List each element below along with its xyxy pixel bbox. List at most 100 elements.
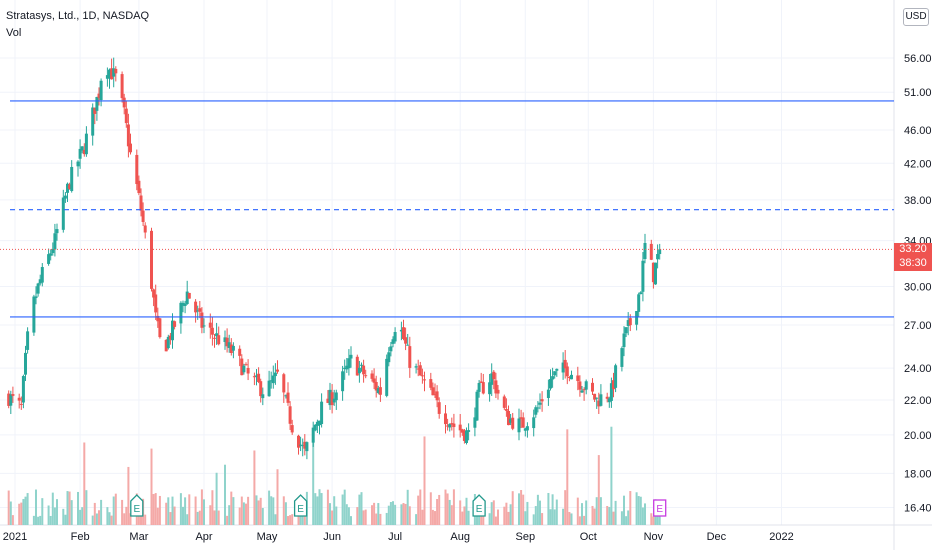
candle-body[interactable]: [55, 229, 59, 234]
candle-body[interactable]: [551, 376, 555, 380]
candle-body[interactable]: [402, 327, 405, 339]
candle-body[interactable]: [387, 352, 391, 363]
candle-body[interactable]: [656, 254, 660, 260]
candle-body[interactable]: [507, 411, 510, 426]
candle-body[interactable]: [389, 346, 393, 352]
candle-body[interactable]: [11, 394, 15, 396]
candle-body[interactable]: [252, 376, 256, 378]
candle-body[interactable]: [32, 296, 36, 333]
candle-body[interactable]: [620, 348, 624, 367]
candle-body[interactable]: [202, 325, 206, 327]
candle-body[interactable]: [624, 327, 628, 334]
candle-body[interactable]: [171, 320, 174, 341]
candle-body[interactable]: [612, 380, 615, 390]
candle-body[interactable]: [318, 420, 321, 426]
candle-body[interactable]: [614, 365, 618, 388]
candle-body[interactable]: [374, 382, 378, 391]
candle-body[interactable]: [257, 373, 261, 382]
candle-body[interactable]: [553, 371, 557, 376]
candle-body[interactable]: [164, 339, 168, 352]
candle-body[interactable]: [517, 418, 521, 433]
candle-body[interactable]: [70, 166, 74, 192]
candle-body[interactable]: [200, 312, 204, 328]
candle-body[interactable]: [391, 339, 395, 344]
candle-body[interactable]: [269, 380, 273, 382]
candle-body[interactable]: [122, 97, 126, 108]
candle-body[interactable]: [105, 75, 109, 79]
candle-body[interactable]: [152, 289, 156, 298]
candle-body[interactable]: [490, 373, 494, 385]
candle-body[interactable]: [561, 362, 565, 373]
candle-body[interactable]: [215, 333, 219, 337]
earnings-marker[interactable]: [293, 494, 308, 517]
candle-body[interactable]: [406, 344, 410, 346]
candle-body[interactable]: [488, 382, 492, 395]
candle-body[interactable]: [38, 279, 42, 284]
candle-body[interactable]: [9, 394, 13, 406]
candle-body[interactable]: [475, 391, 479, 421]
candle-body[interactable]: [465, 430, 468, 444]
candle-body[interactable]: [183, 303, 187, 307]
candle-body[interactable]: [49, 253, 53, 256]
candle-body[interactable]: [595, 397, 599, 399]
candle-body[interactable]: [444, 413, 447, 425]
candle-body[interactable]: [328, 389, 332, 406]
candle-body[interactable]: [129, 143, 132, 153]
candle-body[interactable]: [433, 394, 437, 396]
candle-body[interactable]: [555, 368, 559, 371]
candle-body[interactable]: [297, 435, 300, 448]
candle-body[interactable]: [141, 210, 145, 222]
candle-body[interactable]: [477, 382, 481, 392]
candle-body[interactable]: [534, 407, 538, 415]
candle-body[interactable]: [626, 320, 630, 326]
candle-body[interactable]: [282, 374, 286, 393]
candle-body[interactable]: [240, 358, 244, 376]
candle-body[interactable]: [462, 430, 466, 441]
candle-body[interactable]: [110, 68, 114, 80]
candle-body[interactable]: [154, 294, 158, 313]
candle-body[interactable]: [385, 358, 389, 396]
candle-body[interactable]: [658, 249, 662, 255]
candle-body[interactable]: [255, 375, 258, 377]
candle-body[interactable]: [404, 337, 408, 344]
candle-body[interactable]: [643, 242, 647, 260]
candle-body[interactable]: [124, 108, 128, 124]
candle-body[interactable]: [452, 423, 456, 428]
candle-body[interactable]: [546, 389, 550, 399]
candle-body[interactable]: [593, 393, 597, 400]
candle-body[interactable]: [370, 373, 374, 379]
candle-body[interactable]: [196, 310, 200, 312]
candle-body[interactable]: [502, 396, 506, 408]
candle-body[interactable]: [654, 262, 657, 285]
candle-body[interactable]: [210, 327, 214, 335]
candle-body[interactable]: [97, 93, 101, 98]
candle-body[interactable]: [315, 421, 319, 426]
candle-body[interactable]: [61, 197, 65, 230]
candle-body[interactable]: [521, 417, 525, 428]
candle-body[interactable]: [198, 308, 202, 312]
candle-body[interactable]: [311, 427, 315, 443]
candle-body[interactable]: [99, 80, 103, 101]
candle-body[interactable]: [82, 149, 86, 155]
candle-body[interactable]: [208, 322, 212, 328]
candle-body[interactable]: [376, 388, 380, 393]
candle-body[interactable]: [649, 243, 653, 260]
candle-body[interactable]: [435, 391, 439, 401]
candle-body[interactable]: [357, 367, 361, 374]
candle-body[interactable]: [17, 397, 21, 401]
candle-body[interactable]: [341, 371, 345, 392]
candle-body[interactable]: [364, 375, 368, 377]
candle-body[interactable]: [223, 337, 227, 343]
candle-body[interactable]: [362, 365, 366, 375]
candle-body[interactable]: [511, 417, 515, 429]
candle-body[interactable]: [150, 230, 153, 289]
currency-button[interactable]: USD: [903, 8, 929, 26]
candle-body[interactable]: [448, 424, 452, 428]
candle-body[interactable]: [181, 302, 185, 306]
candle-body[interactable]: [76, 161, 80, 167]
candle-body[interactable]: [467, 430, 471, 432]
candle-body[interactable]: [584, 381, 588, 390]
candle-body[interactable]: [420, 375, 424, 377]
candle-body[interactable]: [242, 365, 246, 373]
